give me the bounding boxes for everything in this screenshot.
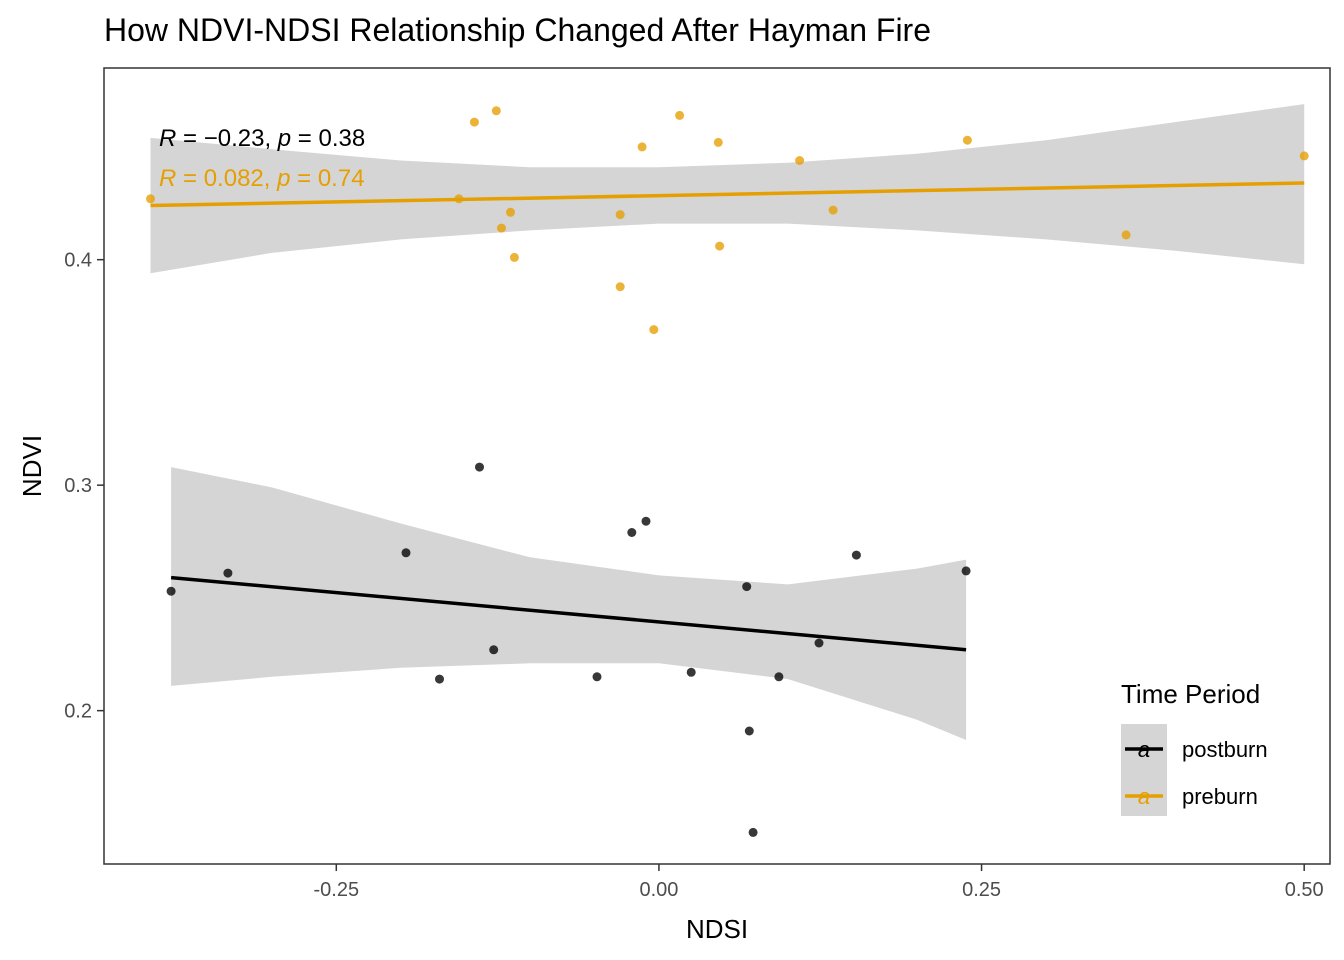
axes: -0.25 0.00 0.25 0.50 0.2 0.3 0.4 bbox=[64, 250, 1323, 901]
p-symbol: p bbox=[276, 165, 290, 192]
data-point-preburn bbox=[1121, 230, 1131, 240]
data-point-postburn bbox=[851, 550, 861, 560]
data-point-postburn bbox=[748, 827, 758, 837]
data-point-postburn bbox=[641, 516, 651, 526]
chart-title: How NDVI-NDSI Relationship Changed After… bbox=[104, 12, 931, 48]
p-value: 0.38 bbox=[319, 125, 366, 152]
r-value: 0.082 bbox=[204, 165, 264, 192]
data-point-postburn bbox=[592, 672, 602, 682]
confidence-bands bbox=[150, 104, 1305, 740]
y-tick-label: 0.3 bbox=[64, 475, 92, 497]
equals-sign: = bbox=[176, 125, 203, 152]
legend-label-postburn: postburn bbox=[1182, 737, 1268, 762]
r-value: −0.23 bbox=[204, 125, 265, 152]
confidence-band-postburn bbox=[171, 467, 967, 740]
data-point-preburn bbox=[497, 223, 506, 233]
r-symbol: R bbox=[159, 165, 176, 192]
correlation-label-preburn: R = 0.082, p = 0.74 bbox=[159, 165, 365, 192]
r-symbol: R bbox=[159, 125, 176, 152]
regression-line-preburn bbox=[150, 181, 1305, 208]
equals-sign: = bbox=[176, 165, 203, 192]
p-value: 0.74 bbox=[318, 165, 365, 192]
data-points bbox=[146, 106, 1309, 837]
data-point-postburn bbox=[489, 645, 499, 655]
x-tick-label: 0.00 bbox=[639, 879, 678, 901]
data-point-preburn bbox=[637, 142, 647, 152]
data-point-postburn bbox=[475, 462, 484, 472]
legend: Time Period a postburn a preburn bbox=[1121, 679, 1268, 816]
y-axis-title: NDVI bbox=[17, 435, 47, 497]
data-point-preburn bbox=[469, 117, 479, 127]
data-point-preburn bbox=[506, 207, 515, 217]
legend-key-glyph-postburn: a bbox=[1138, 737, 1150, 762]
x-axis-title: NDSI bbox=[686, 914, 748, 944]
x-tick-label: 0.25 bbox=[962, 879, 1001, 901]
data-point-preburn bbox=[615, 210, 625, 220]
p-symbol: p bbox=[277, 125, 291, 152]
data-point-preburn bbox=[146, 194, 155, 204]
regression-line-postburn bbox=[170, 575, 967, 652]
data-point-postburn bbox=[744, 726, 754, 736]
data-point-preburn bbox=[454, 194, 464, 204]
legend-key-glyph-preburn: a bbox=[1138, 784, 1150, 809]
legend-title: Time Period bbox=[1121, 679, 1260, 709]
data-point-postburn bbox=[814, 638, 824, 648]
data-point-preburn bbox=[828, 205, 838, 215]
data-point-preburn bbox=[615, 282, 625, 292]
x-tick-label: -0.25 bbox=[313, 879, 359, 901]
data-point-postburn bbox=[742, 582, 752, 592]
data-point-postburn bbox=[435, 674, 444, 684]
data-point-postburn bbox=[961, 566, 971, 576]
data-point-preburn bbox=[795, 156, 805, 165]
data-point-preburn bbox=[675, 110, 685, 120]
legend-key-background bbox=[1121, 724, 1167, 816]
data-point-postburn bbox=[774, 672, 784, 682]
correlation-annotations: R = −0.23, p = 0.38R = 0.082, p = 0.74 bbox=[159, 125, 365, 192]
data-point-preburn bbox=[509, 252, 519, 262]
separator: , bbox=[264, 165, 277, 192]
legend-label-preburn: preburn bbox=[1182, 784, 1258, 809]
equals-sign: = bbox=[290, 165, 317, 192]
correlation-label-postburn: R = −0.23, p = 0.38 bbox=[159, 125, 365, 152]
data-point-preburn bbox=[649, 325, 659, 335]
data-point-postburn bbox=[401, 548, 411, 558]
data-point-postburn bbox=[223, 568, 233, 578]
x-tick-label: 0.50 bbox=[1285, 879, 1324, 901]
data-point-preburn bbox=[491, 106, 501, 116]
panel-border bbox=[103, 67, 1331, 865]
data-point-preburn bbox=[713, 137, 723, 147]
data-point-postburn bbox=[166, 586, 176, 596]
data-point-postburn bbox=[627, 528, 637, 537]
regression-lines bbox=[150, 181, 1305, 652]
data-point-postburn bbox=[686, 667, 696, 677]
data-point-preburn bbox=[715, 241, 725, 251]
data-point-preburn bbox=[1299, 151, 1309, 161]
equals-sign: = bbox=[291, 125, 318, 152]
data-point-preburn bbox=[962, 135, 972, 145]
separator: , bbox=[264, 125, 277, 152]
confidence-band-preburn bbox=[150, 104, 1305, 274]
y-tick-label: 0.2 bbox=[64, 701, 92, 723]
y-tick-label: 0.4 bbox=[64, 250, 92, 272]
